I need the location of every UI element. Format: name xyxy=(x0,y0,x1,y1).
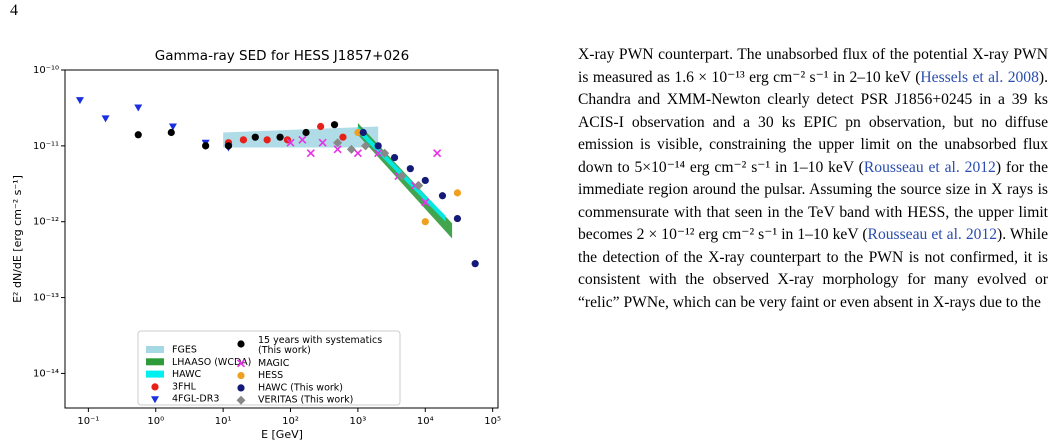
x-tick-label: 10² xyxy=(282,416,299,427)
data-point xyxy=(134,104,143,112)
legend-swatch xyxy=(146,370,164,378)
data-point xyxy=(421,176,429,185)
data-point xyxy=(453,214,462,223)
citation[interactable]: Hessels et al. 2008 xyxy=(920,68,1039,86)
y-tick-label: 10⁻¹³ xyxy=(33,293,59,304)
data-point xyxy=(438,192,447,200)
legend-marker xyxy=(237,384,245,392)
legend-marker xyxy=(237,372,245,380)
y-tick-label: 10⁻¹¹ xyxy=(33,141,59,152)
y-tick-label: 10⁻¹⁰ xyxy=(33,65,59,76)
x-tick-label: 10⁰ xyxy=(147,416,164,427)
legend-box xyxy=(137,330,401,406)
citation[interactable]: Rousseau et al. 2012 xyxy=(867,226,998,243)
y-axis-label: E² dN/dE [erg cm⁻² s⁻¹] xyxy=(11,175,24,303)
band xyxy=(357,123,453,239)
data-point xyxy=(374,149,383,158)
x-tick-label: 10⁴ xyxy=(417,416,434,427)
data-point xyxy=(380,148,390,158)
data-point xyxy=(251,133,259,141)
data-point xyxy=(333,138,343,148)
legend-swatch xyxy=(146,358,164,366)
data-point xyxy=(263,136,271,144)
data-point xyxy=(330,121,339,129)
data-point xyxy=(298,135,307,144)
data-point xyxy=(101,115,110,123)
chart-title: Gamma-ray SED for HESS J1857+026 xyxy=(155,48,409,64)
text-run: ) for the immediate region around the pu… xyxy=(578,158,1048,244)
text-run: ). While the detection of the X-ray coun… xyxy=(578,226,1049,311)
data-point xyxy=(433,149,442,158)
legend-label: FGES xyxy=(172,345,197,356)
data-point xyxy=(318,138,327,147)
x-tick-label: 10¹ xyxy=(215,416,232,427)
x-axis-label: E [GeV] xyxy=(261,428,303,440)
data-point xyxy=(406,165,414,173)
legend-marker xyxy=(236,395,246,405)
data-point xyxy=(167,128,175,137)
data-point xyxy=(239,136,248,144)
data-point xyxy=(421,198,430,207)
legend-label: 4FGL-DR3 xyxy=(172,394,219,405)
chart: Gamma-ray SED for HESS J1857+026 E [GeV]… xyxy=(11,48,501,440)
data-point xyxy=(224,142,233,150)
legend-marker xyxy=(151,396,159,404)
data-point xyxy=(134,131,142,139)
data-point xyxy=(168,123,177,131)
data-point xyxy=(414,181,424,191)
legend-label: VERITAS (This work) xyxy=(258,395,353,406)
legend-marker xyxy=(237,340,245,348)
data-point xyxy=(471,260,479,268)
data-point xyxy=(75,97,84,105)
data-point xyxy=(354,128,362,137)
legend-swatch xyxy=(146,346,164,353)
legend-marker xyxy=(236,359,246,368)
data-point xyxy=(317,122,325,131)
legend-label: LHAASO (WCDA) xyxy=(172,357,251,368)
data-point xyxy=(346,144,356,154)
legend-label: MAGIC xyxy=(258,358,290,369)
data-point xyxy=(390,154,399,162)
text-run: ). Chandra and XMM-Newton clearly detect… xyxy=(578,68,1048,176)
y-tick-label: 10⁻¹² xyxy=(33,217,59,228)
legend-label: 3FHL xyxy=(172,381,197,392)
citation[interactable]: Rousseau et al. 2012 xyxy=(863,158,996,176)
y-tick-label: 10⁻¹⁴ xyxy=(33,368,59,379)
data-point xyxy=(202,142,210,150)
data-point xyxy=(374,142,382,150)
x-tick-label: 10⁻¹ xyxy=(77,416,99,427)
data-point xyxy=(453,189,462,197)
legend-label: HAWC xyxy=(172,369,202,380)
data-point xyxy=(353,149,362,158)
page-number: 4 xyxy=(10,2,18,19)
data-point xyxy=(397,171,407,181)
data-point xyxy=(302,128,310,137)
data-point xyxy=(276,133,284,141)
legend-marker xyxy=(151,383,159,391)
data-point xyxy=(286,138,295,147)
data-point xyxy=(421,218,429,226)
data-point xyxy=(306,149,315,158)
data-point xyxy=(339,133,347,141)
text-run: X-ray PWN counterpart. The unabsorbed fl… xyxy=(578,46,1048,86)
data-point xyxy=(333,145,342,154)
plot-frame xyxy=(64,69,499,409)
data-point xyxy=(359,128,367,137)
data-point xyxy=(361,141,371,151)
legend-label: HAWC (This work) xyxy=(258,382,343,393)
x-tick-label: 10³ xyxy=(350,416,367,427)
x-tick-label: 10⁵ xyxy=(484,416,501,427)
legend-label: 15 years with systematics (This work) xyxy=(258,335,382,356)
body-text: X-ray PWN counterpart. The unabsorbed fl… xyxy=(578,44,1048,314)
legend-label: HESS xyxy=(258,370,283,381)
